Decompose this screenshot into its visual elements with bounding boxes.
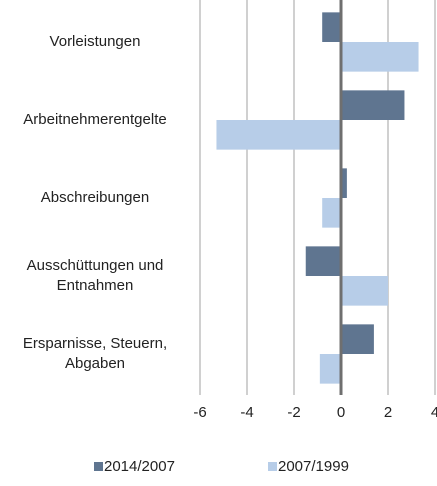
bar: [305, 246, 341, 276]
bar: [322, 12, 341, 42]
x-tick-label: 2: [384, 404, 392, 421]
bar: [216, 120, 341, 150]
y-tick-label: Arbeitnehmerentgelte: [23, 111, 167, 128]
x-tick-label: -4: [240, 404, 253, 421]
legend-label: 2014/2007: [104, 458, 175, 475]
bar: [341, 90, 405, 120]
x-tick-label: -2: [287, 404, 300, 421]
bar: [341, 324, 374, 354]
bar: [341, 42, 419, 72]
bar: [341, 168, 347, 198]
legend-swatch: [268, 462, 277, 471]
bar: [319, 354, 341, 384]
legend-swatch: [94, 462, 103, 471]
bar: [322, 198, 341, 228]
legend-label: 2007/1999: [278, 458, 349, 475]
bar: [341, 276, 388, 306]
x-tick-label: 0: [337, 404, 345, 421]
y-tick-label: Ersparnisse, Steuern, Abgaben: [22, 335, 168, 372]
y-tick-label: Ausschüttungen und Entnahmen: [26, 257, 164, 294]
x-tick-label: 4: [431, 404, 437, 421]
y-tick-label: Abschreibungen: [40, 189, 150, 206]
y-tick-label: Vorleistungen: [49, 33, 141, 50]
x-tick-label: -6: [193, 404, 206, 421]
